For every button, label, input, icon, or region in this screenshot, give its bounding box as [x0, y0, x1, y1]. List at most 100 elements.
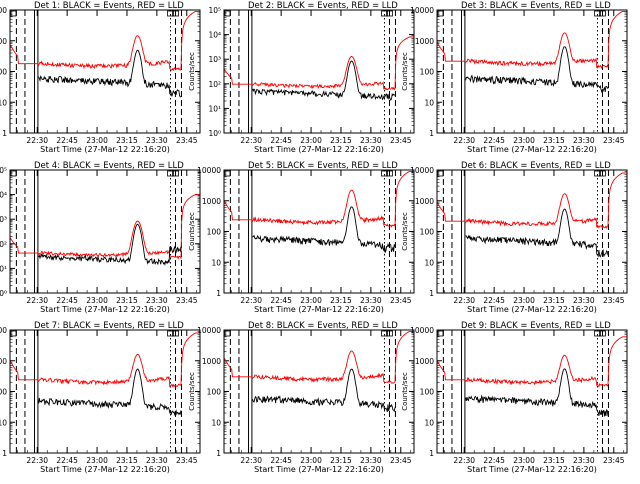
marker-box [167, 10, 174, 17]
series-line-lld [223, 170, 414, 228]
panel-det-6: Det 6: BLACK = Events, RED = LLD Counts/s… [401, 161, 628, 314]
x-tick-label: 23:15 [116, 296, 138, 305]
x-tick-label: 23:45 [176, 296, 198, 305]
y-tick-label: 1000 [202, 357, 221, 366]
panel-det-3: Det 3: BLACK = Events, RED = LLD Counts/s… [401, 1, 628, 154]
series-line-lld [223, 330, 414, 384]
panel-title: Det 1: BLACK = Events, RED = LLD [34, 1, 184, 11]
y-tick-label: 1 [429, 289, 434, 298]
series-line-lld [9, 10, 200, 72]
marker-box [437, 10, 444, 17]
y-tick-label: 1000 [0, 37, 7, 46]
x-tick-label: 22:30 [26, 456, 48, 465]
marker-box [594, 170, 601, 177]
x-axis-label: Start Time (27-Mar-12 22:16:20) [40, 305, 170, 314]
marker-box [224, 10, 231, 17]
y-axis-label: Counts/sec [188, 372, 196, 411]
series-line-events [38, 368, 182, 417]
series-line-events [252, 60, 396, 102]
y-tick-label: 100 [0, 388, 7, 397]
series-line-events [465, 368, 609, 417]
marker-box [10, 10, 17, 17]
y-axis-label: Counts/sec [401, 52, 409, 91]
x-tick-label: 23:15 [543, 456, 565, 465]
marker-box [599, 330, 606, 337]
y-tick-label: 10000 [410, 326, 434, 335]
panel-title: Det 2: BLACK = Events, RED = LLD [248, 1, 398, 11]
x-tick-label: 23:30 [360, 456, 382, 465]
y-axis-label: Counts/sec [188, 52, 196, 91]
x-tick-label: 22:30 [453, 296, 475, 305]
series-line-events [252, 368, 396, 413]
x-tick-label: 23:45 [176, 136, 198, 145]
y-tick-label: 10 [424, 418, 434, 427]
marker-box [386, 170, 393, 177]
y-tick-label: 10 [0, 418, 7, 427]
series-line-events [465, 208, 609, 258]
y-tick-label: 10000 [0, 326, 7, 335]
x-tick-label: 23:00 [513, 296, 535, 305]
plot-frame [436, 9, 628, 134]
y-tick-label: 10000 [0, 6, 7, 15]
x-tick-label: 22:45 [270, 136, 292, 145]
y-tick-label: 10000 [197, 166, 221, 175]
x-axis-label: Start Time (27-Mar-12 22:16:20) [254, 305, 384, 314]
y-tick-label: 10⁵ [208, 6, 221, 15]
y-tick-label: 10⁴ [0, 191, 7, 200]
marker-box [224, 330, 231, 337]
y-tick-label: 10 [0, 98, 7, 107]
y-tick-label: 10⁰ [0, 289, 7, 298]
y-tick-label: 1 [2, 129, 7, 138]
x-tick-label: 23:30 [360, 136, 382, 145]
y-tick-label: 10 [424, 98, 434, 107]
marker-box [386, 330, 393, 337]
x-tick-label: 22:45 [483, 456, 505, 465]
panel-title: Det 6: BLACK = Events, RED = LLD [461, 161, 611, 171]
x-tick-label: 23:45 [390, 456, 412, 465]
x-tick-label: 23:30 [360, 296, 382, 305]
y-tick-label: 100 [420, 388, 435, 397]
marker-box [381, 170, 388, 177]
x-tick-label: 22:30 [240, 136, 262, 145]
marker-box [172, 170, 179, 177]
marker-box [172, 330, 179, 337]
x-tick-label: 22:30 [26, 136, 48, 145]
x-tick-label: 23:15 [116, 456, 138, 465]
plot-frame [223, 329, 415, 454]
x-tick-label: 22:45 [483, 136, 505, 145]
y-tick-label: 10000 [410, 166, 434, 175]
y-axis-label: Counts/sec [188, 212, 196, 251]
y-tick-label: 10¹ [208, 104, 221, 113]
x-tick-label: 22:45 [270, 296, 292, 305]
x-tick-label: 23:15 [330, 136, 352, 145]
x-tick-label: 22:30 [453, 456, 475, 465]
panel-title: Det 4: BLACK = Events, RED = LLD [34, 161, 184, 171]
y-tick-label: 10⁰ [208, 129, 221, 138]
y-tick-label: 10 [211, 418, 221, 427]
plot-frame [223, 169, 415, 294]
y-axis-label: Counts/sec [401, 212, 409, 251]
plot-frame [9, 9, 201, 134]
y-tick-label: 1 [2, 449, 7, 458]
panel-det-5: Det 5: BLACK = Events, RED = LLD Counts/s… [188, 161, 415, 314]
y-tick-label: 10¹ [0, 264, 7, 273]
x-tick-label: 23:45 [603, 296, 625, 305]
y-tick-label: 10 [424, 258, 434, 267]
x-tick-label: 22:30 [26, 296, 48, 305]
x-axis-label: Start Time (27-Mar-12 22:16:20) [467, 465, 597, 474]
x-axis-label: Start Time (27-Mar-12 22:16:20) [467, 145, 597, 154]
y-tick-label: 10 [211, 258, 221, 267]
x-tick-label: 23:00 [513, 456, 535, 465]
panel-det-8: Det 8: BLACK = Events, RED = LLD Counts/s… [188, 321, 415, 474]
y-tick-label: 100 [420, 228, 435, 237]
y-tick-label: 1000 [0, 357, 7, 366]
marker-box [599, 170, 606, 177]
y-tick-label: 100 [0, 68, 7, 77]
plot-frame [223, 9, 415, 134]
series-line-events [252, 206, 396, 254]
x-tick-label: 23:00 [86, 296, 108, 305]
x-tick-label: 23:15 [330, 296, 352, 305]
x-tick-label: 22:45 [56, 456, 78, 465]
panel-det-1: Det 1: BLACK = Events, RED = LLD Counts/s… [0, 1, 201, 154]
series-line-lld [436, 172, 627, 229]
